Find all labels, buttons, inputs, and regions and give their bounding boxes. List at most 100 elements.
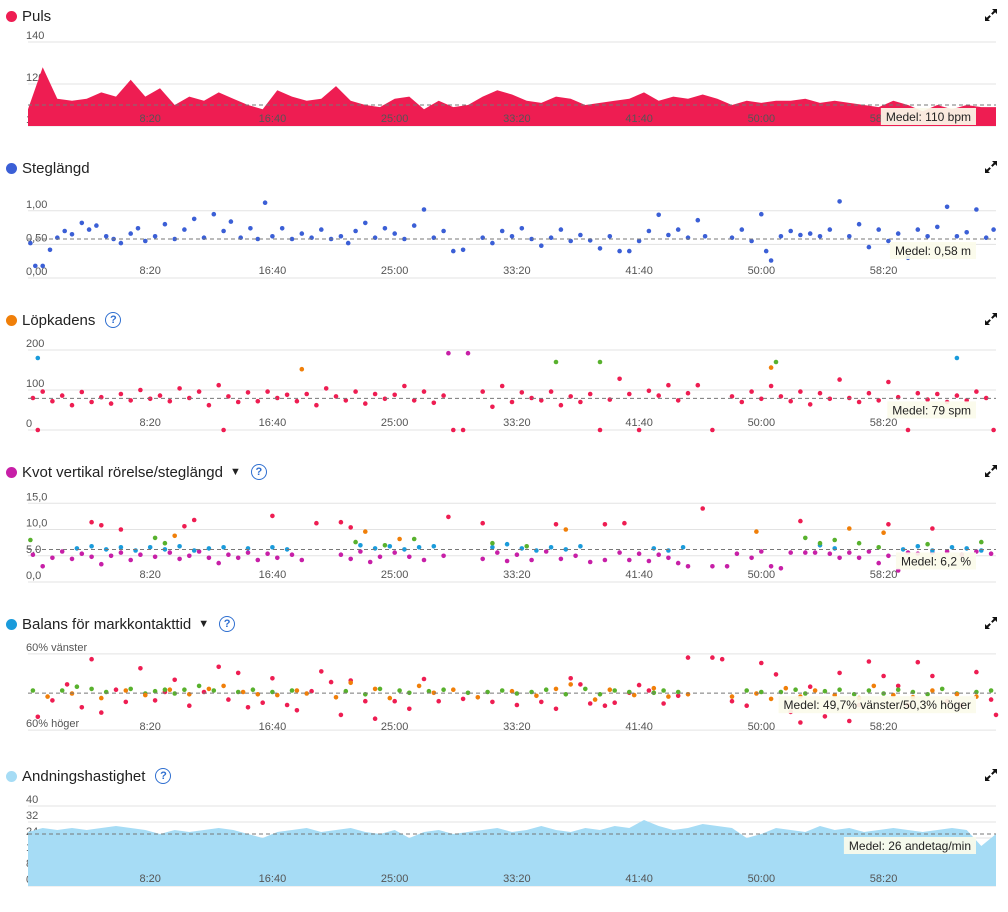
data-point	[514, 552, 520, 557]
y-tick-label: 60% höger	[26, 718, 80, 730]
data-point	[299, 557, 305, 563]
data-point	[847, 718, 852, 724]
data-point	[504, 541, 510, 547]
data-point	[89, 399, 94, 405]
expand-icon[interactable]	[984, 160, 998, 174]
data-point	[949, 545, 955, 550]
average-label: Medel: 26 andetag/min	[849, 839, 971, 853]
help-icon[interactable]: ?	[155, 768, 172, 784]
help-icon[interactable]: ?	[105, 312, 122, 328]
data-point	[798, 232, 803, 238]
data-point	[656, 212, 661, 218]
data-point	[509, 688, 515, 694]
data-point	[411, 536, 417, 542]
data-point	[363, 220, 368, 226]
data-point	[759, 211, 764, 217]
data-point	[30, 688, 36, 693]
data-point	[543, 687, 549, 692]
x-tick-label: 58:20	[870, 569, 898, 581]
x-tick-label: 41:40	[625, 873, 653, 885]
data-point	[33, 263, 38, 269]
data-point	[856, 221, 862, 227]
data-point	[798, 389, 803, 394]
data-point	[226, 697, 231, 702]
data-point	[695, 382, 701, 388]
expand-icon[interactable]	[984, 464, 998, 478]
data-point	[191, 216, 197, 222]
data-point	[387, 544, 393, 549]
average-label-box	[895, 552, 976, 570]
data-point	[539, 398, 544, 403]
data-point	[235, 555, 241, 561]
data-point	[827, 551, 833, 556]
data-point	[191, 517, 197, 523]
data-point	[578, 399, 583, 405]
data-point	[382, 226, 388, 231]
data-point	[431, 544, 437, 549]
data-point	[548, 545, 554, 550]
data-point	[289, 552, 295, 557]
data-point	[974, 389, 979, 394]
y-tick-label: 0	[26, 418, 32, 430]
data-point	[118, 240, 124, 246]
data-point	[128, 398, 133, 403]
data-point	[636, 682, 642, 688]
data-point	[402, 383, 407, 389]
data-point	[40, 389, 45, 394]
data-point	[397, 536, 402, 542]
data-point	[499, 383, 505, 389]
y-tick-label: 5,0	[26, 544, 41, 556]
expand-icon[interactable]	[984, 768, 998, 782]
chart-plot-balans: 60% vänster 60% höger 8:20 16:40 25:00 33:20 4…	[26, 642, 999, 733]
data-point	[79, 220, 85, 226]
chart-header: Kvot vertikal rörelse/steglängd ▼?	[6, 462, 267, 482]
data-point	[991, 427, 996, 433]
data-point	[490, 240, 495, 246]
expand-icon[interactable]	[984, 8, 998, 22]
data-point	[744, 688, 749, 693]
data-point	[172, 677, 177, 683]
expand-icon[interactable]	[984, 312, 998, 326]
data-point	[162, 221, 168, 227]
data-point	[196, 389, 202, 394]
data-point	[50, 698, 55, 703]
data-point	[646, 388, 652, 394]
chart-dropdown-icon[interactable]: ▼	[229, 466, 241, 478]
chart-dropdown-icon[interactable]: ▼	[198, 618, 210, 630]
chart-panel-balans: Balans för markkontakttid ▼? 60% vänster 60…	[0, 608, 1008, 760]
data-point	[788, 228, 793, 234]
data-point	[255, 236, 261, 242]
chart-header: Balans för markkontakttid ▼?	[6, 614, 236, 634]
data-point	[856, 399, 862, 405]
data-point	[763, 248, 769, 254]
data-point	[211, 688, 217, 693]
data-point	[113, 687, 119, 692]
data-point	[490, 404, 495, 410]
help-icon[interactable]: ?	[250, 464, 267, 480]
x-tick-label: 41:40	[625, 417, 653, 429]
data-point	[768, 696, 774, 702]
data-point	[592, 697, 598, 702]
data-point	[343, 688, 349, 694]
data-point	[275, 692, 280, 698]
x-tick-label: 41:40	[625, 113, 653, 125]
data-point	[480, 520, 486, 526]
data-point	[196, 683, 202, 689]
data-point	[103, 234, 109, 239]
data-point	[108, 553, 114, 559]
data-point	[338, 519, 344, 525]
data-point	[79, 551, 85, 556]
x-tick-label: 8:20	[140, 417, 161, 429]
data-point	[881, 673, 886, 679]
data-point	[89, 554, 94, 560]
help-icon[interactable]: ?	[219, 616, 236, 632]
data-point	[177, 556, 182, 562]
data-point	[656, 393, 661, 398]
data-point	[421, 557, 427, 563]
expand-icon[interactable]	[984, 616, 998, 630]
data-point	[666, 694, 671, 699]
data-point	[191, 548, 197, 553]
data-point	[348, 680, 354, 686]
data-point	[441, 687, 446, 692]
data-point	[822, 714, 828, 719]
